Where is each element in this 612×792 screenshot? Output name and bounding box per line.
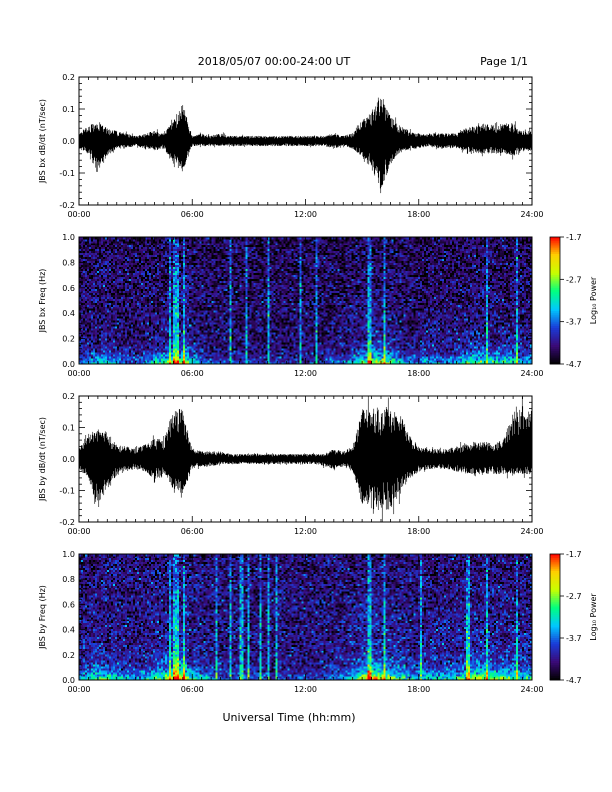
y-tick-label: 0.0 — [62, 360, 75, 369]
y-tick-label: -0.2 — [59, 518, 75, 527]
colorbar-tick-label: -1.7 — [566, 550, 582, 559]
y-tick-label: -0.1 — [59, 487, 75, 496]
x-tick-label: 12:00 — [294, 685, 317, 694]
y-axis-label: JBS by Freq (Hz) — [38, 585, 47, 650]
x-tick-label: 12:00 — [294, 210, 317, 219]
x-tick-label: 00:00 — [67, 685, 90, 694]
colorbar-tick-label: -3.7 — [566, 318, 582, 327]
colorbar-label: Log₁₀ Power — [589, 276, 598, 324]
x-tick-label: 18:00 — [407, 685, 430, 694]
y-tick-label: 0.2 — [62, 651, 75, 660]
y-tick-label: 0.4 — [62, 626, 75, 635]
x-tick-label: 06:00 — [181, 685, 204, 694]
x-tick-label: 24:00 — [520, 210, 543, 219]
spectrogram-cells — [79, 237, 532, 364]
y-tick-label: 0.2 — [62, 73, 75, 82]
y-axis-label: JBS by dB/dt (nT/sec) — [38, 417, 47, 502]
y-tick-label: -0.2 — [59, 201, 75, 210]
y-tick-label: -0.1 — [59, 169, 75, 178]
x-tick-label: 06:00 — [181, 210, 204, 219]
colorbar-tick-label: -1.7 — [566, 233, 582, 242]
colorbar-tick-label: -3.7 — [566, 634, 582, 643]
y-tick-label: 0.8 — [62, 575, 75, 584]
y-tick-label: 0.4 — [62, 309, 75, 318]
x-tick-label: 24:00 — [520, 369, 543, 378]
waveform-series — [79, 98, 532, 193]
waveform-series — [79, 396, 532, 521]
by-waveform-panel: 00:00 06:00 12:00 18:00 24:00 0.2 0.1 0.0 -0.1 -0… — [38, 392, 544, 536]
x-tick-label: 12:00 — [294, 369, 317, 378]
page-number: Page 1/1 — [480, 55, 528, 68]
y-tick-label: 0.0 — [62, 137, 75, 146]
x-tick-label: 00:00 — [67, 527, 90, 536]
colorbar-tick-label: -4.7 — [566, 676, 582, 685]
x-tick-label: 06:00 — [181, 527, 204, 536]
y-tick-label: 0.1 — [62, 105, 75, 114]
page-title: 2018/05/07 00:00-24:00 UT — [198, 55, 351, 68]
y-axis-label: JBS bx Freq (Hz) — [38, 269, 47, 334]
bx-colorbar: -1.7 -2.7 -3.7 -4.7 Log₁₀ Power — [550, 233, 598, 369]
colorbar-label: Log₁₀ Power — [589, 593, 598, 641]
y-tick-label: 0.2 — [62, 335, 75, 344]
y-tick-label: 0.1 — [62, 424, 75, 433]
x-tick-label: 18:00 — [407, 527, 430, 536]
x-tick-label: 00:00 — [67, 210, 90, 219]
y-tick-label: 1.0 — [62, 233, 75, 242]
bx-spectrogram-panel: 00:00 06:00 12:00 18:00 24:00 1.0 0.8 0.6 0.4 0.2… — [38, 233, 544, 378]
x-tick-label: 24:00 — [520, 527, 543, 536]
y-tick-label: 1.0 — [62, 550, 75, 559]
colorbar-tick-label: -4.7 — [566, 360, 582, 369]
x-tick-label: 06:00 — [181, 369, 204, 378]
y-tick-label: 0.8 — [62, 258, 75, 267]
x-tick-label: 24:00 — [520, 685, 543, 694]
by-colorbar: -1.7 -2.7 -3.7 -4.7 Log₁₀ Power — [550, 550, 598, 685]
y-tick-label: 0.0 — [62, 455, 75, 464]
x-tick-label: 18:00 — [407, 369, 430, 378]
x-tick-label: 18:00 — [407, 210, 430, 219]
x-axis-title: Universal Time (hh:mm) — [223, 711, 356, 724]
y-tick-label: 0.0 — [62, 676, 75, 685]
by-spectrogram-panel: 00:00 06:00 12:00 18:00 24:00 1.0 0.8 0.6 0.4 0.2… — [38, 550, 544, 694]
x-tick-label: 00:00 — [67, 369, 90, 378]
spectrogram-cells — [79, 554, 532, 680]
bx-waveform-panel: 00:00 06:00 12:00 18:00 24:00 0.2 0.1 0.0 -0.1 -0… — [38, 73, 544, 219]
y-tick-label: 0.6 — [62, 284, 75, 293]
y-tick-label: 0.6 — [62, 600, 75, 609]
colorbar-tick-label: -2.7 — [566, 275, 582, 284]
y-axis-label: JBS bx dB/dt (nT/sec) — [38, 99, 47, 184]
colorbar-tick-label: -2.7 — [566, 592, 582, 601]
y-tick-label: 0.2 — [62, 392, 75, 401]
x-tick-label: 12:00 — [294, 527, 317, 536]
